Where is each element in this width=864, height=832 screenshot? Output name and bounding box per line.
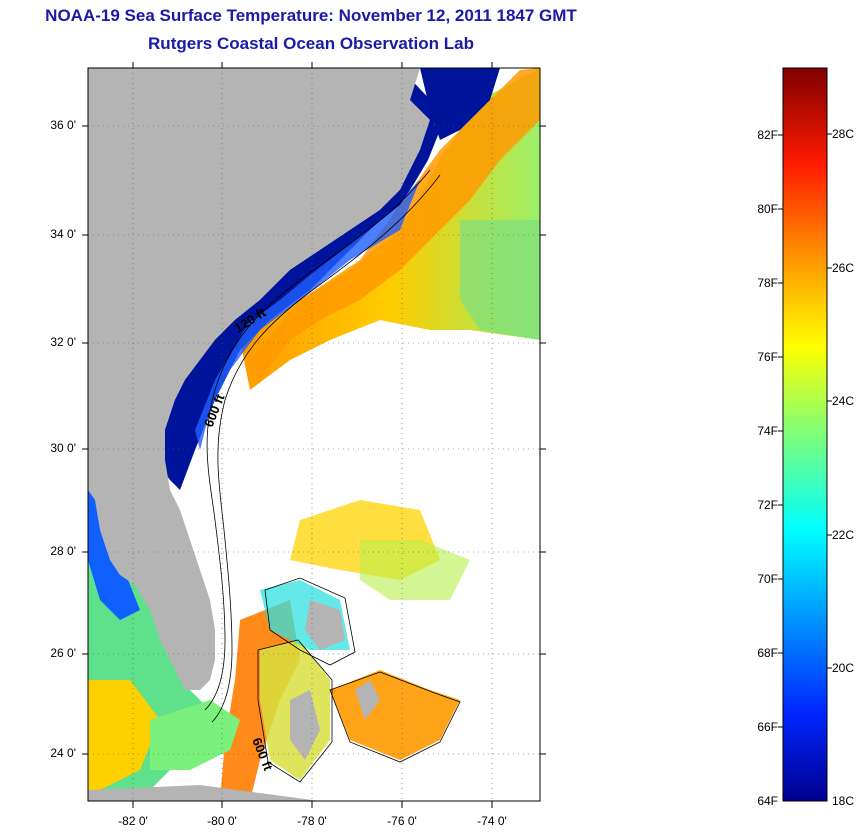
green-patch-south bbox=[360, 540, 470, 600]
bahamas-contour-2 bbox=[257, 639, 333, 783]
cold-shelf-edge bbox=[195, 180, 420, 450]
bahamas-contour bbox=[264, 577, 356, 666]
bahamas-contour-3 bbox=[329, 671, 461, 763]
colorbar-f-label: 72F bbox=[757, 498, 778, 512]
north-cold-water bbox=[420, 68, 500, 140]
colorbar-f-label: 78F bbox=[757, 276, 778, 290]
colorbar-c-label: 24C bbox=[832, 394, 855, 408]
lat-label: 32 0' bbox=[50, 335, 76, 349]
us-southeast-land bbox=[88, 68, 430, 690]
colorbar-f-label: 80F bbox=[757, 202, 778, 216]
colorbar-f-label: 70F bbox=[757, 572, 778, 586]
contour-120ft bbox=[204, 169, 431, 711]
colorbar-f-label: 74F bbox=[757, 424, 778, 438]
lat-label: 26 0' bbox=[50, 646, 76, 660]
florida-keys-water bbox=[150, 700, 240, 770]
lon-label: -76 0' bbox=[387, 814, 417, 828]
colorbar-f-label: 66F bbox=[757, 720, 778, 734]
map-frame bbox=[87, 67, 541, 802]
lon-label: -74 0' bbox=[477, 814, 507, 828]
lat-label: 30 0' bbox=[50, 441, 76, 455]
colorbar-c-label: 18C bbox=[832, 794, 855, 808]
colorbar-gradient bbox=[782, 67, 828, 802]
colorbar-c-label: 28C bbox=[832, 127, 855, 141]
colorbar-f-label: 64F bbox=[757, 794, 778, 808]
coastal-cold-strip bbox=[165, 100, 440, 430]
map-subtitle: Rutgers Coastal Ocean Observation Lab bbox=[148, 34, 474, 53]
colorbar-c-label: 20C bbox=[832, 661, 855, 675]
map-title: NOAA-19 Sea Surface Temperature: Novembe… bbox=[45, 6, 577, 25]
lon-label: -82 0' bbox=[118, 814, 148, 828]
map-ticks bbox=[82, 62, 546, 808]
colorbar-ticks bbox=[778, 133, 832, 728]
colorbar-f-label: 68F bbox=[757, 646, 778, 660]
colorbar-f-label: 76F bbox=[757, 350, 778, 364]
contour-600ft bbox=[211, 174, 441, 723]
bahamas-island-andros bbox=[290, 690, 320, 760]
offshore-green-region bbox=[460, 220, 540, 340]
bahamas-island-eleuthera bbox=[355, 680, 380, 720]
lat-label: 34 0' bbox=[50, 227, 76, 241]
lat-label: 24 0' bbox=[50, 746, 76, 760]
cuba-land bbox=[88, 785, 320, 801]
gulf-of-mexico-warm bbox=[88, 680, 160, 790]
lat-label: 28 0' bbox=[50, 544, 76, 558]
colorbar-f-label: 82F bbox=[757, 128, 778, 142]
lon-label: -80 0' bbox=[207, 814, 237, 828]
colorbar-c-label: 26C bbox=[832, 261, 855, 275]
lon-label: -78 0' bbox=[297, 814, 327, 828]
bahamas-island-abaco bbox=[305, 600, 345, 650]
lat-label: 36 0' bbox=[50, 118, 76, 132]
graticule bbox=[88, 68, 540, 801]
colorbar-c-label: 22C bbox=[832, 528, 855, 542]
